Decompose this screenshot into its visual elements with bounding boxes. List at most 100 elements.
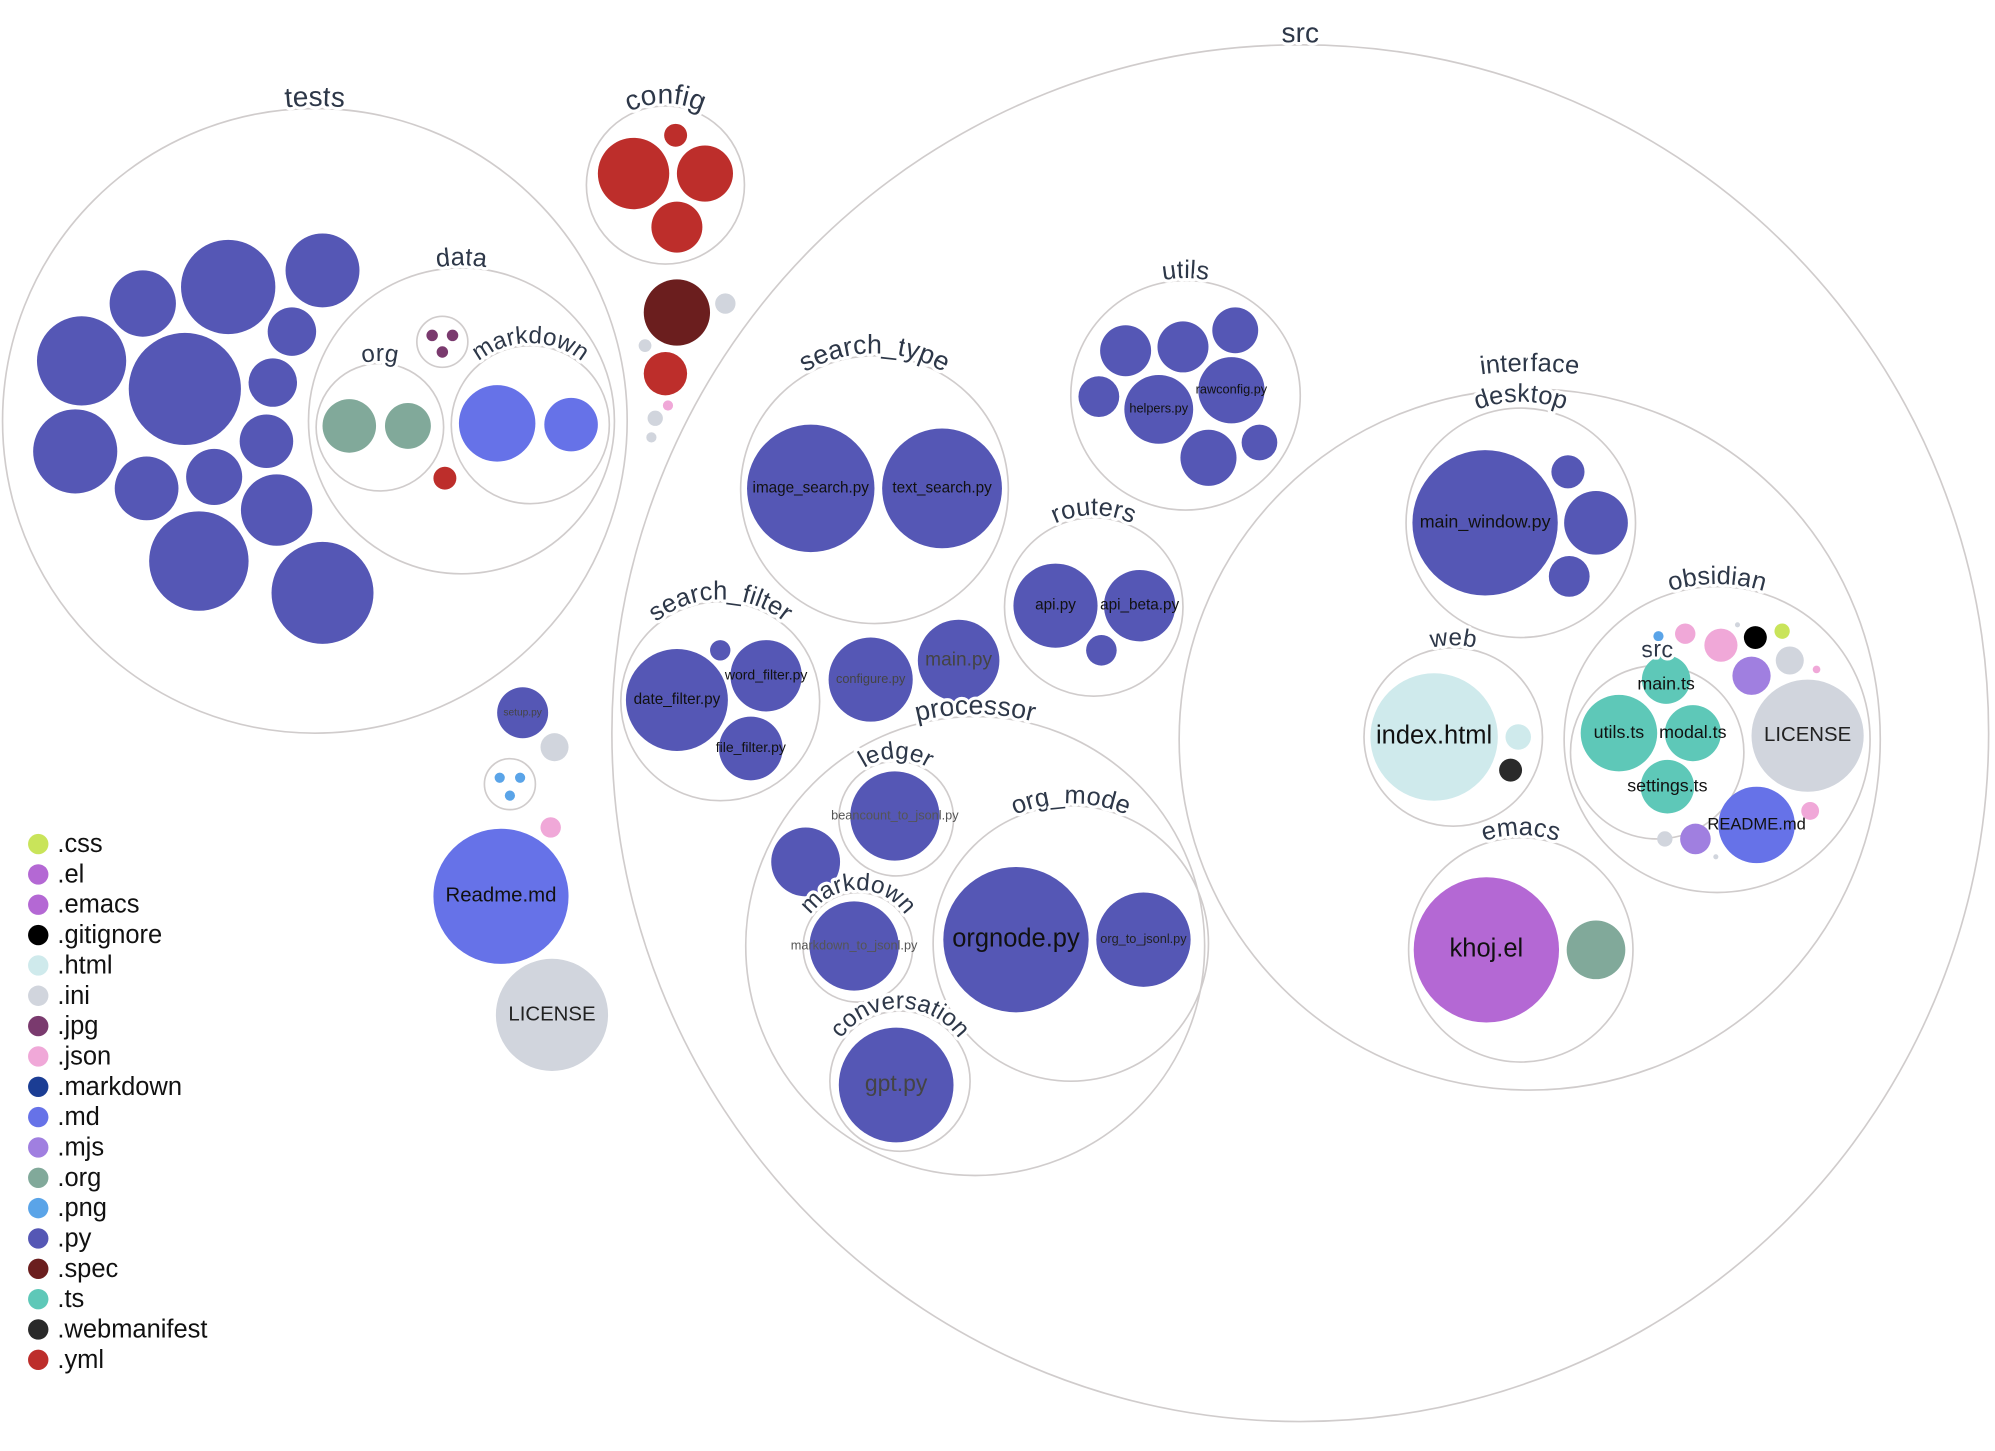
file-circle[interactable] [625,649,728,751]
file-circle[interactable] [1640,759,1695,814]
file-circle[interactable] [1657,831,1673,847]
file-circle[interactable] [943,866,1089,1013]
file-node[interactable] [436,346,449,358]
file-circle[interactable] [643,279,711,346]
file-node[interactable] [1241,424,1278,461]
file-node[interactable] [1743,626,1767,650]
file-circle[interactable] [1505,724,1531,750]
file-circle[interactable] [676,145,733,202]
folder-src[interactable] [611,43,1990,1423]
file-node[interactable]: LICENSE [1751,679,1864,792]
file-circle[interactable] [715,293,736,314]
file-circle[interactable] [828,637,913,722]
file-circle[interactable] [540,733,569,762]
file-circle[interactable] [597,137,670,210]
file-circle[interactable] [1013,563,1098,648]
file-circle[interactable] [1180,429,1237,486]
file-node[interactable]: date_filter.py [625,649,728,751]
file-node[interactable] [643,279,711,346]
file-circle[interactable] [497,687,549,739]
file-circle[interactable] [36,316,127,406]
file-node[interactable] [1775,646,1804,675]
file-circle[interactable] [248,358,298,407]
file-node[interactable] [710,640,731,661]
file-node[interactable] [36,316,127,406]
file-node[interactable] [664,123,688,147]
file-circle[interactable] [1370,673,1498,801]
file-node[interactable] [114,456,179,521]
file-circle[interactable] [1580,694,1658,772]
file-node[interactable]: main_window.py [1412,450,1558,596]
file-node[interactable] [647,410,663,426]
file-circle[interactable] [271,541,374,644]
file-node[interactable] [1734,622,1741,628]
file-node[interactable] [1078,376,1120,418]
folder-emacs[interactable] [1407,836,1634,1063]
folder-interface[interactable] [1178,388,1882,1091]
file-node[interactable] [149,511,249,611]
file-node[interactable]: utils.ts [1580,694,1658,772]
file-node[interactable]: helpers.py [1124,374,1194,444]
folder-conversation[interactable] [829,1010,971,1153]
file-node[interactable] [544,397,598,452]
file-node[interactable] [504,790,516,801]
file-node[interactable] [676,145,733,202]
folder-config[interactable] [585,105,746,265]
file-circle[interactable] [1551,455,1585,489]
file-circle[interactable] [446,329,459,342]
file-node[interactable] [1675,623,1696,644]
file-node[interactable] [1653,631,1664,642]
file-node[interactable] [1212,307,1259,354]
file-node[interactable]: settings.ts [1627,759,1708,814]
file-circle[interactable] [1801,801,1820,820]
file-circle[interactable] [809,901,899,991]
file-node[interactable] [540,817,561,838]
file-node[interactable] [239,414,294,468]
folder-desktop[interactable] [1405,407,1637,639]
folder-data[interactable] [307,267,616,575]
file-node[interactable] [1100,325,1152,377]
file-node[interactable] [181,239,276,335]
file-circle[interactable] [1100,325,1152,377]
file-circle[interactable] [664,123,688,147]
file-node[interactable]: khoj.el [1413,877,1560,1023]
file-circle[interactable] [1241,424,1278,461]
file-circle[interactable] [643,351,688,396]
file-circle[interactable] [433,828,569,964]
folder-pmarkdown[interactable] [802,891,914,1003]
file-circle[interactable] [1157,321,1209,373]
file-node[interactable] [384,402,431,449]
file-node[interactable]: README.md [1707,786,1806,864]
file-node[interactable] [128,332,241,446]
file-circle[interactable] [1086,634,1117,666]
file-node[interactable] [1680,823,1711,855]
file-node[interactable] [638,339,652,352]
file-circle[interactable] [186,448,243,505]
file-circle[interactable] [1751,679,1864,792]
file-circle[interactable] [1664,705,1721,762]
file-circle[interactable] [239,414,294,468]
file-circle[interactable] [267,307,317,356]
file-circle[interactable] [33,409,118,494]
file-node[interactable] [494,772,505,783]
file-circle[interactable] [1775,646,1804,675]
file-circle[interactable] [771,827,841,897]
file-node[interactable]: word_filter.py [724,640,808,712]
file-node[interactable] [643,351,688,396]
file-node[interactable]: configure.py [828,637,913,722]
file-circle[interactable] [1212,307,1259,354]
file-node[interactable] [248,358,298,407]
file-circle[interactable] [1653,631,1664,642]
file-node[interactable] [433,466,457,490]
file-circle[interactable] [436,346,449,358]
file-circle[interactable] [1704,628,1738,662]
file-node[interactable] [1551,455,1585,489]
file-node[interactable] [1812,665,1821,674]
file-circle[interactable] [710,640,731,661]
file-circle[interactable] [1718,786,1795,864]
file-node[interactable]: rawconfig.py [1196,357,1268,424]
file-node[interactable] [597,137,670,210]
file-node[interactable] [1157,321,1209,373]
file-circle[interactable] [1078,376,1120,418]
file-node[interactable] [109,270,176,337]
